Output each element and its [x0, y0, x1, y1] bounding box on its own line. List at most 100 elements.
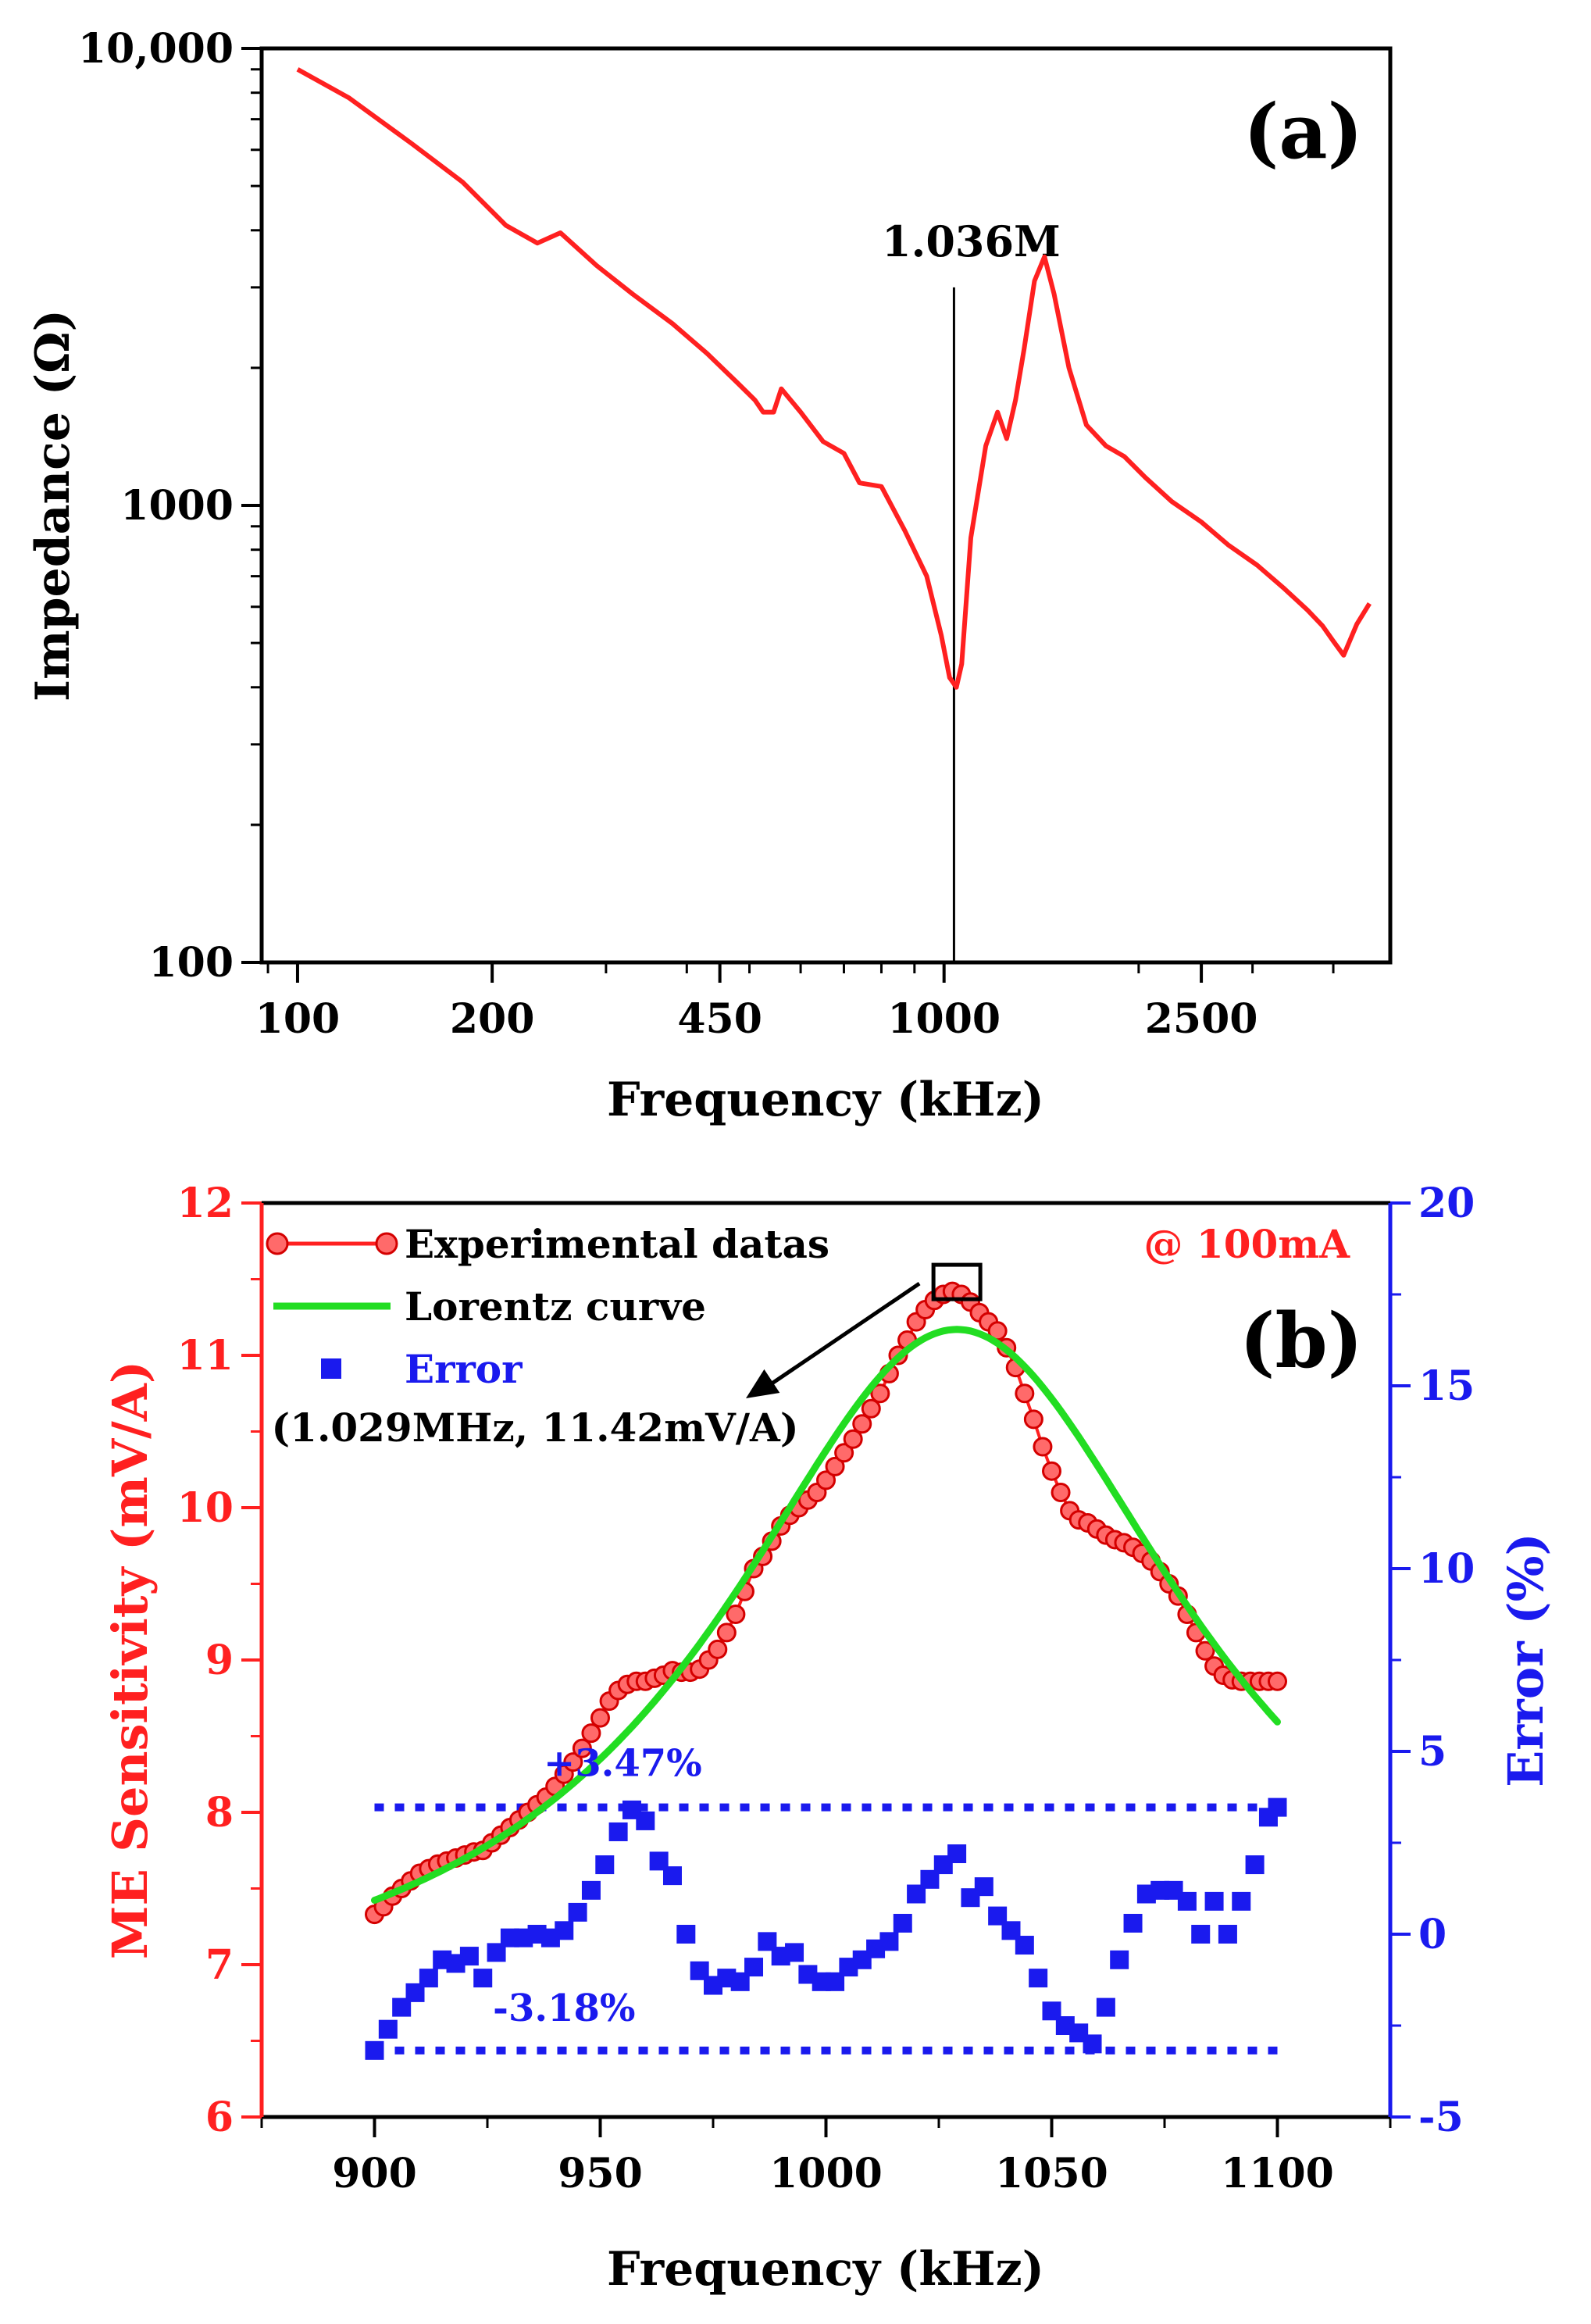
panel-b-left-tick-label: 7	[205, 1941, 234, 1989]
panel-b-sensitivity-chart: 900 950 1000 1050 1100 6 7 8 9 10 11 12 -5 0 5 10 15 20…	[102, 1180, 1554, 2297]
experimental-point	[1023, 1409, 1043, 1430]
error-point	[459, 1947, 479, 1966]
lower-error-bound-label: -3.18%	[493, 1987, 635, 2030]
error-point	[1268, 1797, 1287, 1817]
error-point	[1177, 1891, 1197, 1911]
error-point	[947, 1844, 967, 1864]
legend-experimental-marker	[266, 1232, 289, 1255]
panel-b-x-tick-labels: 900 950 1000 1050 1100	[332, 2150, 1334, 2197]
impedance-series-line	[296, 67, 1372, 690]
experimental-point	[1015, 1383, 1035, 1404]
legend-experimental-marker	[375, 1232, 398, 1255]
panel-a-y-tick-label: 1000	[120, 482, 234, 530]
experimental-point	[852, 1414, 872, 1434]
error-point	[1191, 1925, 1211, 1944]
legend-error-marker	[321, 1358, 341, 1379]
legend-experimental-label: Experimental datas	[405, 1221, 829, 1267]
panel-b-x-axis-title: Frequency (kHz)	[607, 2242, 1044, 2297]
panel-b-ticks	[241, 1201, 1411, 2137]
error-point	[581, 1880, 601, 1900]
error-point	[365, 2040, 384, 2060]
panel-b-right-tick-label: 10	[1418, 1545, 1475, 1593]
panel-b-x-tick-label: 1100	[1221, 2150, 1334, 2197]
experimental-point	[563, 1752, 583, 1772]
panel-b-right-tick-label: -5	[1418, 2094, 1464, 2141]
panel-b-left-tick-label: 11	[177, 1332, 234, 1380]
error-point	[676, 1925, 696, 1944]
panel-b-x-tick-label: 1050	[995, 2150, 1108, 2197]
experimental-point	[843, 1429, 863, 1449]
panel-b-right-tick-labels: -5 0 5 10 15 20	[1418, 1180, 1475, 2141]
error-point	[744, 1958, 764, 1977]
experimental-point	[572, 1738, 592, 1758]
legend-lorentz-label: Lorentz curve	[405, 1283, 706, 1330]
experimental-point	[825, 1456, 845, 1476]
error-point	[1083, 2034, 1102, 2054]
experimental-point	[816, 1470, 836, 1490]
panel-b-right-tick-label: 20	[1418, 1180, 1475, 1227]
error-point	[419, 1969, 438, 1988]
error-point	[1096, 1997, 1115, 2017]
error-point	[1110, 1950, 1129, 1969]
panel-b-legend: Experimental datas Lorentz curve Error	[266, 1221, 829, 1392]
error-point	[974, 1877, 993, 1897]
experimental-point	[581, 1723, 601, 1744]
error-point	[595, 1855, 615, 1875]
panel-b-label: (b)	[1240, 1297, 1363, 1385]
error-point	[473, 1969, 493, 1988]
panel-b-right-y-axis-title: Error (%)	[1497, 1533, 1554, 1787]
experimental-point	[1268, 1671, 1287, 1691]
experimental-point	[870, 1383, 890, 1404]
peak-arrow	[760, 1282, 921, 1393]
panel-a-x-tick-labels: 100 200 450 1000 2500	[255, 995, 1258, 1043]
error-point	[785, 1943, 804, 1962]
panel-b-left-tick-label: 12	[177, 1180, 234, 1227]
experimental-point	[1195, 1640, 1215, 1661]
experimental-point	[1033, 1437, 1053, 1457]
error-point	[1218, 1925, 1237, 1944]
panel-b-left-tick-label: 9	[205, 1637, 234, 1684]
peak-arrowhead	[746, 1369, 780, 1398]
panel-b-x-tick-label: 1000	[769, 2150, 883, 2197]
error-point	[1245, 1855, 1265, 1875]
experimental-point	[1051, 1483, 1071, 1502]
panel-b-x-tick-label: 950	[558, 2150, 643, 2197]
experimental-point	[834, 1443, 854, 1463]
experimental-point	[726, 1605, 746, 1624]
error-point	[1123, 1913, 1143, 1933]
panel-a-x-tick-label: 200	[450, 995, 535, 1043]
error-series	[365, 1797, 1287, 2060]
panel-a-x-tick-label: 450	[677, 995, 762, 1043]
error-point	[608, 1822, 628, 1841]
error-point	[555, 1921, 574, 1940]
panel-a-x-axis-title: Frequency (kHz)	[607, 1073, 1044, 1127]
panel-b-x-tick-label: 900	[332, 2150, 417, 2197]
panel-b-right-tick-label: 5	[1418, 1728, 1447, 1776]
panel-b-right-tick-label: 15	[1418, 1362, 1475, 1410]
panel-b-right-tick-label: 0	[1418, 1911, 1447, 1958]
panel-a-y-tick-label: 100	[148, 939, 234, 987]
experimental-point	[708, 1639, 728, 1659]
experimental-point	[716, 1623, 737, 1643]
panel-a-y-axis-title: Impedance (Ω)	[26, 309, 80, 701]
panel-a-x-tick-label: 1000	[887, 995, 1001, 1043]
panel-a-x-tick-label: 2500	[1145, 995, 1258, 1043]
error-point	[1232, 1891, 1251, 1911]
experimental-point	[861, 1398, 881, 1419]
panel-a-impedance-chart: 100 200 450 1000 2500 100 1000 10,000 1.036M (…	[26, 25, 1393, 1127]
panel-a-label: (a)	[1243, 87, 1363, 176]
error-point	[568, 1902, 587, 1922]
current-condition-label: @ 100mA	[1144, 1221, 1351, 1267]
error-point	[636, 1811, 655, 1830]
legend-error-label: Error	[405, 1346, 523, 1392]
error-point	[1029, 1969, 1048, 1988]
error-point	[879, 1932, 899, 1951]
panel-b-left-tick-label: 10	[177, 1484, 234, 1532]
peak-annotation-label: (1.029MHz, 11.42mV/A)	[272, 1405, 799, 1451]
panel-a-plot-frame	[259, 46, 1393, 965]
panel-a-ticks	[241, 47, 1335, 983]
panel-b-left-tick-label: 8	[205, 1789, 234, 1837]
error-point	[1204, 1891, 1224, 1911]
panel-b-y-axis-title: ME Sensitivity (mV/A)	[102, 1361, 159, 1959]
